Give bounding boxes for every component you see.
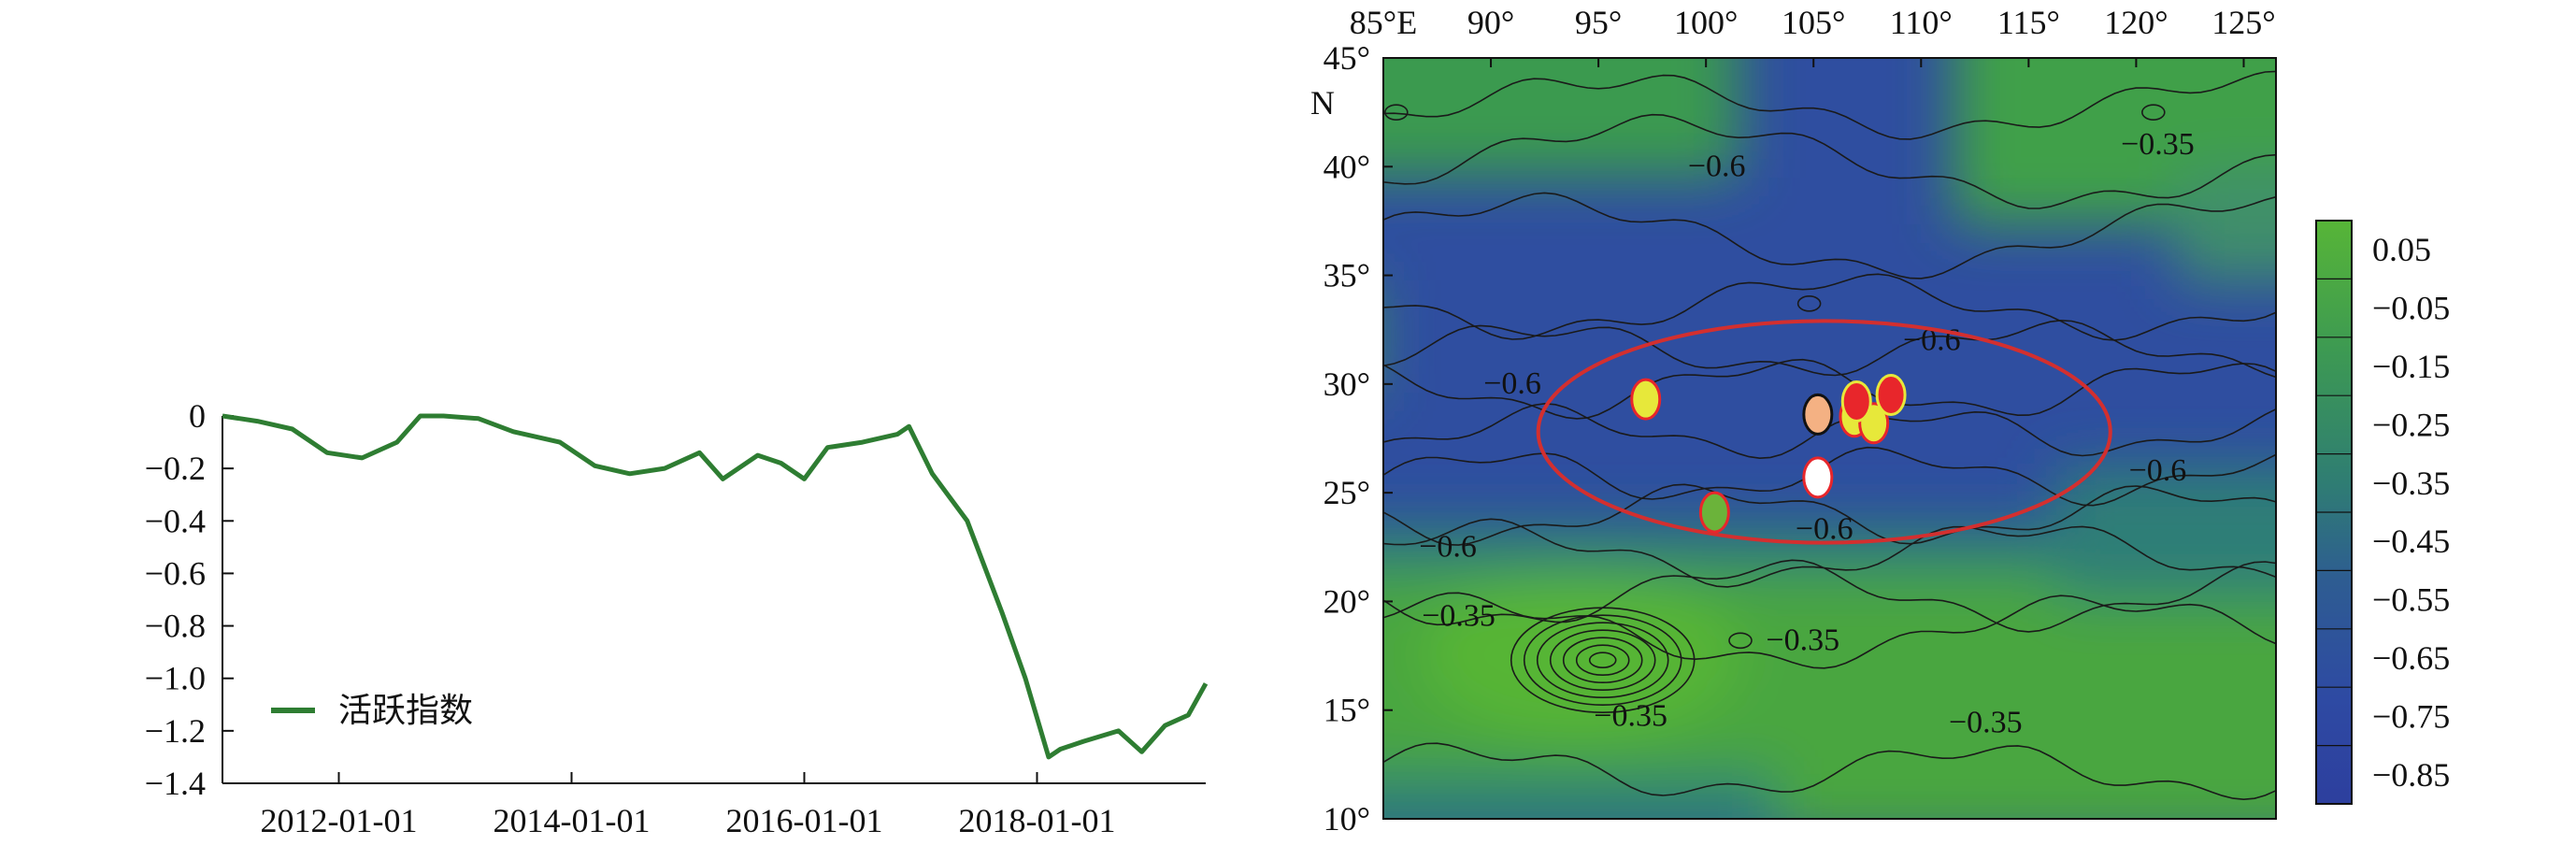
colorbar-label: −0.85 — [2372, 756, 2450, 794]
colorbar-label: −0.25 — [2372, 406, 2450, 443]
y-tick-label: −0.4 — [145, 502, 206, 539]
contour-lines — [1383, 70, 2276, 801]
line-chart-y-ticks: 0 −0.2 −0.4 −0.6 −0.8 −1.0 −1.2 −1.4 — [145, 397, 234, 802]
contour-ring — [1588, 652, 1617, 669]
contour-line — [1383, 319, 2276, 379]
station-markers — [1630, 373, 1907, 534]
contour-line — [1383, 483, 2276, 546]
map-field: −0.6−0.35−0.6−0.6−0.6−0.6−0.6−0.35−0.35−… — [1383, 58, 2276, 819]
y-tick-label: −1.2 — [145, 712, 206, 750]
station-marker — [1802, 456, 1834, 499]
lon-tick-label: 105° — [1782, 4, 1845, 41]
contour-label: −0.6 — [1419, 529, 1477, 564]
lon-tick-label: 125° — [2211, 4, 2275, 41]
lat-unit-label: N — [1310, 84, 1335, 122]
contour-line — [1383, 742, 2276, 801]
contour-ring — [1562, 637, 1643, 684]
x-tick-label: 2016-01-01 — [725, 802, 882, 839]
y-tick-label: −1.4 — [145, 765, 206, 802]
lon-tick-label: 115° — [1997, 4, 2060, 41]
colorbar-label: −0.05 — [2372, 290, 2450, 327]
y-tick-label: −0.8 — [145, 608, 206, 645]
line-chart-axes — [222, 416, 1206, 784]
station-marker — [1840, 380, 1872, 422]
contour-label: −0.35 — [1949, 706, 2023, 740]
contour-map: −0.6−0.35−0.6−0.6−0.6−0.6−0.6−0.35−0.35−… — [1310, 4, 2277, 838]
colorbar-label: −0.65 — [2372, 639, 2450, 677]
station-marker — [1698, 491, 1730, 534]
lat-tick-label: 25° — [1324, 474, 1370, 511]
colorbar-label: 0.05 — [2372, 231, 2431, 268]
contour-ring — [1728, 632, 1753, 650]
station-marker — [1802, 393, 1834, 436]
contour-ring — [1796, 295, 1822, 312]
station-marker — [1875, 373, 1907, 416]
y-tick-label: −0.2 — [145, 450, 206, 487]
colorbar-label: −0.35 — [2372, 465, 2450, 502]
colorbar-label: −0.45 — [2372, 523, 2450, 560]
legend: 活跃指数 — [271, 692, 473, 730]
contour-ring — [1575, 644, 1630, 677]
contour-ring — [1510, 607, 1696, 714]
lon-tick-label: 120° — [2104, 4, 2168, 41]
lat-tick-label: 30° — [1324, 365, 1370, 403]
contour-ring — [2141, 104, 2166, 121]
line-chart: 0 −0.2 −0.4 −0.6 −0.8 −1.0 −1.2 −1.4 2012-01-01… — [145, 397, 1209, 839]
map-lon-ticks: 85°E 90° 95° 100° 105° 110° 115° 120° 125° — [1350, 4, 2276, 67]
lat-tick-label: 10° — [1324, 800, 1370, 838]
contour-label: −0.35 — [1422, 599, 1496, 634]
contour-ring — [1384, 104, 1409, 121]
lat-tick-label: 40° — [1324, 148, 1370, 185]
contour-line — [1383, 358, 2276, 420]
lat-tick-label: 15° — [1324, 692, 1370, 729]
contour-line — [1383, 518, 2276, 588]
colorbar-label: −0.75 — [2372, 697, 2450, 735]
lat-tick-label: 35° — [1324, 257, 1370, 294]
contour-line — [1383, 273, 2276, 341]
series-line-active-index — [222, 413, 1209, 760]
lat-tick-label: 20° — [1324, 582, 1370, 620]
map-frame — [1382, 57, 2277, 820]
contour-line — [1383, 70, 2276, 140]
contour-line — [1383, 113, 2276, 209]
colorbar-label: −0.15 — [2372, 348, 2450, 385]
station-marker — [1630, 378, 1662, 421]
contour-label: −0.35 — [2121, 127, 2195, 162]
lon-tick-label: 110° — [1890, 4, 1953, 41]
y-tick-label: 0 — [189, 397, 206, 435]
lon-tick-label: 100° — [1674, 4, 1738, 41]
contour-line — [1383, 592, 2276, 669]
colorbar-label: −0.55 — [2372, 581, 2450, 619]
contour-labels: −0.6−0.35−0.6−0.6−0.6−0.6−0.6−0.35−0.35−… — [1419, 127, 2195, 740]
legend-label: 活跃指数 — [338, 692, 473, 730]
contour-label: −0.35 — [1594, 699, 1667, 734]
y-tick-label: −0.6 — [145, 554, 206, 592]
lon-tick-label: 95° — [1575, 4, 1622, 41]
contour-ring — [1523, 614, 1682, 707]
lon-tick-label: 85°E — [1350, 4, 1417, 41]
lon-tick-label: 90° — [1467, 4, 1514, 41]
map-lat-ticks: 45° 40° 35° 30° 25° 20° 15° 10° — [1324, 39, 1393, 838]
contour-ring — [1536, 622, 1669, 699]
contour-label: −0.6 — [1688, 149, 1746, 183]
contour-label: −0.6 — [2129, 453, 2187, 488]
contour-label: −0.6 — [1483, 366, 1541, 401]
colorbar-labels: 0.05 −0.05 −0.15 −0.25 −0.35 −0.45 −0.55 −0.65 −… — [2372, 231, 2450, 794]
line-chart-x-ticks: 2012-01-01 2014-01-01 2016-01-01 2018-01-01 — [261, 772, 1115, 839]
contour-label: −0.35 — [1766, 623, 1839, 657]
contour-line — [1383, 192, 2276, 279]
x-tick-label: 2018-01-01 — [958, 802, 1115, 839]
colorbar: 0.05 −0.05 −0.15 −0.25 −0.35 −0.45 −0.55 −0.65 −… — [2315, 220, 2450, 805]
contour-line — [1383, 446, 2276, 507]
lat-tick-label: 45° — [1324, 39, 1370, 77]
colorbar-bands — [2316, 278, 2352, 747]
highlight-ellipse — [1536, 319, 2112, 545]
contour-ring — [1549, 629, 1656, 692]
y-tick-label: −1.0 — [145, 660, 206, 697]
x-tick-label: 2012-01-01 — [261, 802, 418, 839]
x-tick-label: 2014-01-01 — [493, 802, 650, 839]
